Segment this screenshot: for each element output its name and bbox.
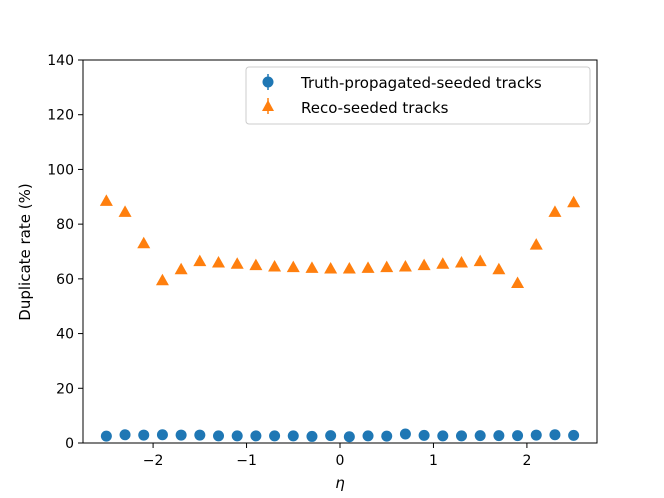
point-reco	[417, 258, 431, 271]
point-reco	[529, 238, 543, 250]
point-reco	[492, 262, 506, 275]
x-axis-label: η	[335, 474, 345, 492]
x-tick-label: 2	[522, 453, 531, 469]
point-reco	[174, 262, 188, 275]
y-tick-label: 20	[56, 381, 74, 397]
point-truth	[306, 430, 318, 442]
legend-box	[245, 66, 591, 125]
x-tick-label: −2	[143, 453, 164, 469]
point-reco	[454, 255, 468, 268]
point-truth	[213, 430, 225, 442]
point-reco	[99, 194, 113, 206]
point-truth	[455, 430, 467, 442]
point-reco	[230, 257, 244, 269]
point-truth	[119, 429, 131, 441]
x-tick-label: 1	[429, 453, 438, 469]
point-truth	[381, 430, 393, 442]
point-truth	[549, 429, 561, 441]
y-tick-label: 40	[56, 327, 74, 343]
x-axis: −2 −1 0 1 2	[143, 443, 531, 469]
legend-marker-truth	[262, 76, 274, 88]
y-axis-label: Duplicate rate (%)	[16, 183, 34, 320]
point-reco	[567, 195, 581, 208]
point-reco	[268, 260, 282, 272]
point-reco	[286, 260, 300, 273]
point-reco	[398, 260, 412, 272]
point-truth	[325, 430, 337, 442]
point-reco	[249, 258, 263, 271]
point-truth	[269, 430, 281, 442]
point-truth	[194, 429, 206, 441]
data-marks	[99, 194, 581, 443]
legend-entry-reco: Reco-seeded tracks	[262, 98, 449, 117]
x-tick-label: −1	[236, 453, 257, 469]
point-reco	[473, 254, 487, 267]
point-reco	[193, 254, 207, 267]
x-tick-label: 0	[336, 453, 345, 469]
y-tick-label: 140	[47, 53, 74, 69]
plot-area	[82, 59, 598, 444]
point-truth	[231, 430, 243, 442]
legend-label-truth: Truth-propagated-seeded tracks	[300, 74, 542, 92]
point-reco	[212, 255, 226, 268]
point-truth	[399, 428, 411, 440]
point-truth	[100, 430, 112, 442]
point-reco	[436, 257, 450, 269]
point-truth	[437, 430, 449, 442]
point-reco	[342, 261, 356, 274]
point-truth	[362, 430, 374, 442]
point-reco	[361, 261, 375, 273]
point-truth	[287, 430, 299, 442]
legend-entry-truth: Truth-propagated-seeded tracks	[262, 74, 542, 92]
legend-label-reco: Reco-seeded tracks	[301, 99, 449, 117]
point-reco	[380, 260, 394, 273]
point-truth	[568, 429, 580, 441]
point-truth	[418, 429, 430, 441]
point-reco	[511, 276, 525, 288]
point-reco	[548, 205, 562, 217]
point-truth	[493, 430, 505, 442]
y-tick-label: 100	[47, 162, 74, 178]
point-truth	[343, 431, 355, 443]
legend-marker-reco	[262, 100, 274, 111]
y-tick-label: 60	[56, 272, 74, 288]
y-tick-label: 80	[56, 217, 74, 233]
point-truth	[138, 429, 150, 441]
point-truth	[156, 429, 168, 441]
y-tick-label: 120	[47, 108, 74, 124]
point-truth	[530, 429, 542, 441]
point-reco	[155, 273, 169, 286]
y-axis: 0 20 40 60 80 100 120 140	[47, 53, 83, 452]
point-reco	[305, 261, 319, 273]
point-truth	[474, 430, 486, 442]
point-truth	[175, 429, 187, 441]
point-reco	[118, 205, 132, 217]
point-truth	[512, 430, 524, 442]
legend: Truth-propagated-seeded tracks Reco-seed…	[245, 66, 591, 125]
y-tick-label: 0	[65, 436, 74, 452]
point-reco	[324, 261, 338, 274]
point-reco	[137, 236, 151, 249]
point-truth	[250, 430, 262, 442]
